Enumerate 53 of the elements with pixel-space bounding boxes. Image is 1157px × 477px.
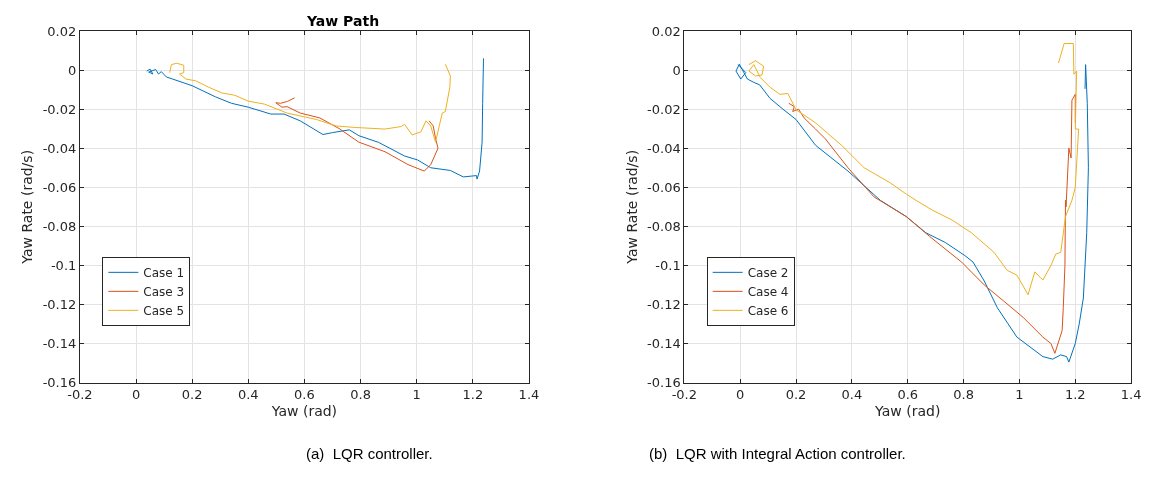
x-tick-label: 1 (412, 387, 421, 403)
x-tick-label: 0.6 (294, 387, 315, 403)
legend-label: Case 4 (747, 285, 789, 300)
line-series (169, 62, 451, 143)
y-tick-label: -0.1 (655, 257, 681, 273)
y-axis-title: Yaw Rate (rad/s) (623, 149, 640, 265)
y-tick-label: -0.08 (647, 218, 681, 234)
y-tick-label: -0.02 (42, 101, 77, 117)
y-tick-label: -0.14 (42, 336, 77, 352)
x-tick-label: 0.4 (841, 387, 863, 403)
x-axis-title: Yaw (rad) (270, 402, 338, 419)
x-tick-label: 1.4 (1120, 387, 1142, 403)
text: (b) LQR with Integral Action controller. (649, 445, 906, 462)
text: (a) LQR controller. (306, 445, 433, 462)
x-tick-label: 0.2 (785, 387, 807, 403)
y-tick-label: 0 (68, 62, 77, 78)
y-axis-title: Yaw Rate (rad/s) (19, 149, 36, 265)
y-tick-label: 0 (672, 62, 681, 78)
line-series (748, 43, 1080, 296)
y-tick-label: -0.04 (647, 140, 681, 156)
x-tick-label: 1.4 (518, 387, 540, 403)
line-series (735, 63, 1089, 363)
y-tick-label: -0.1 (50, 257, 77, 273)
legend-label: Case 1 (143, 266, 185, 281)
x-tick-label: 1 (1015, 387, 1024, 403)
x-tick-label: 0.8 (953, 387, 974, 403)
line-series (275, 97, 439, 172)
legend-label: Case 5 (143, 304, 185, 319)
legend-label: Case 6 (747, 304, 789, 319)
y-tick-label: -0.12 (42, 297, 77, 313)
legend-label: Case 3 (143, 285, 185, 300)
y-tick-label: -0.06 (647, 179, 681, 195)
x-axis-title: Yaw (rad) (874, 402, 941, 419)
x-tick-label: 0 (736, 387, 745, 403)
line-series (788, 93, 1076, 354)
y-tick-label: -0.02 (647, 101, 681, 117)
chart-title: Yaw Path (306, 13, 380, 29)
y-tick-label: 0.02 (651, 23, 681, 39)
x-tick-label: 0.8 (350, 387, 371, 403)
legend-label: Case 2 (747, 266, 789, 281)
x-tick-label: 0.4 (237, 387, 259, 403)
x-tick-label: 1.2 (1064, 387, 1086, 403)
x-tick-label: 0.2 (181, 387, 203, 403)
y-tick-label: -0.08 (42, 218, 77, 234)
x-tick-label: 0.6 (897, 387, 919, 403)
y-tick-label: -0.12 (647, 297, 681, 313)
y-tick-label: -0.14 (647, 336, 681, 352)
y-tick-label: 0.02 (47, 23, 77, 39)
line-series (146, 57, 485, 180)
x-tick-label: 1.2 (462, 387, 484, 403)
y-tick-label: -0.06 (42, 179, 77, 195)
y-tick-label: -0.04 (42, 140, 77, 156)
x-tick-label: 0 (131, 387, 141, 403)
